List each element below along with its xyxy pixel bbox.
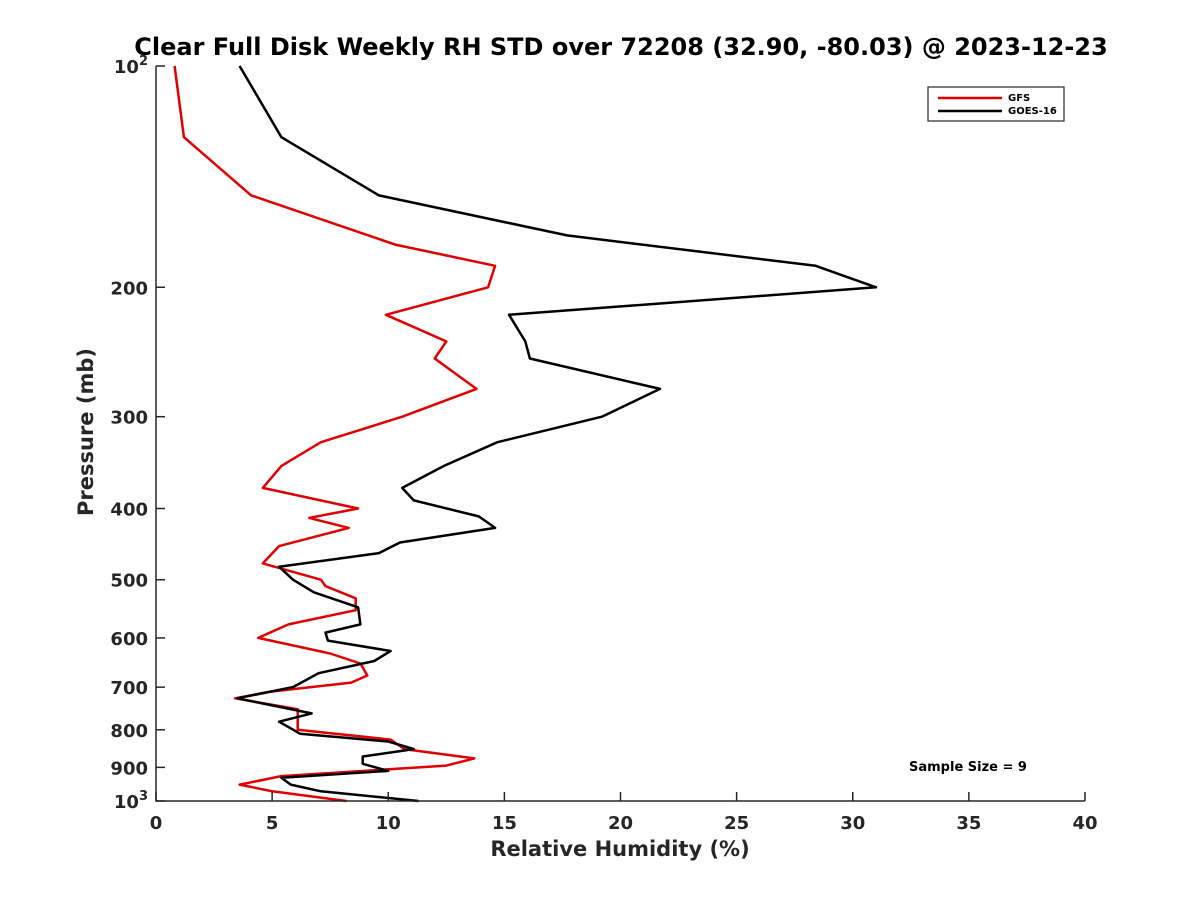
x-axis-label: Relative Humidity (%) [490, 837, 749, 861]
legend-label-goes16: GOES-16 [1008, 106, 1057, 117]
x-tick-label: 25 [724, 813, 749, 834]
legend: GFS GOES-16 [927, 86, 1065, 122]
y-tick-label: 400 [110, 500, 148, 521]
x-tick-label: 10 [376, 813, 401, 834]
y-tick-label: 300 [110, 408, 148, 429]
y-tick-label: 103 [114, 789, 148, 813]
x-tick-label: 5 [266, 813, 279, 834]
y-tick-label: 200 [110, 278, 148, 299]
series-line-gfs [173, 65, 497, 803]
y-tick-label: 800 [110, 721, 148, 742]
x-tick-label: 40 [1072, 813, 1097, 834]
x-tick-label: 30 [840, 813, 865, 834]
y-tick-label: 500 [110, 571, 148, 592]
sample-size-annotation: Sample Size = 9 [909, 760, 1027, 775]
y-tick-label: 600 [110, 629, 148, 650]
y-tick-label: 102 [114, 54, 148, 78]
x-axis: 0 5 10 15 20 25 30 35 40 [150, 792, 1098, 834]
plot-area: 0 5 10 15 20 25 30 35 40 102 200 300 400 500 600 700 80… [110, 54, 1097, 834]
plot-background [156, 66, 1085, 801]
x-tick-label: 35 [956, 813, 981, 834]
legend-box [927, 86, 1065, 122]
series-layer [173, 65, 878, 803]
x-tick-label: 20 [608, 813, 633, 834]
series-line-goes16 [236, 65, 878, 803]
x-tick-label: 15 [492, 813, 517, 834]
y-axis-label: Pressure (mb) [74, 348, 98, 516]
y-axis: 102 200 300 400 500 600 700 800 900 103 [110, 54, 165, 813]
chart-title: Clear Full Disk Weekly RH STD over 72208… [134, 33, 1107, 61]
x-tick-label: 0 [150, 813, 163, 834]
y-tick-label: 700 [110, 678, 148, 699]
y-tick-label: 900 [110, 758, 148, 779]
legend-label-gfs: GFS [1008, 93, 1030, 104]
